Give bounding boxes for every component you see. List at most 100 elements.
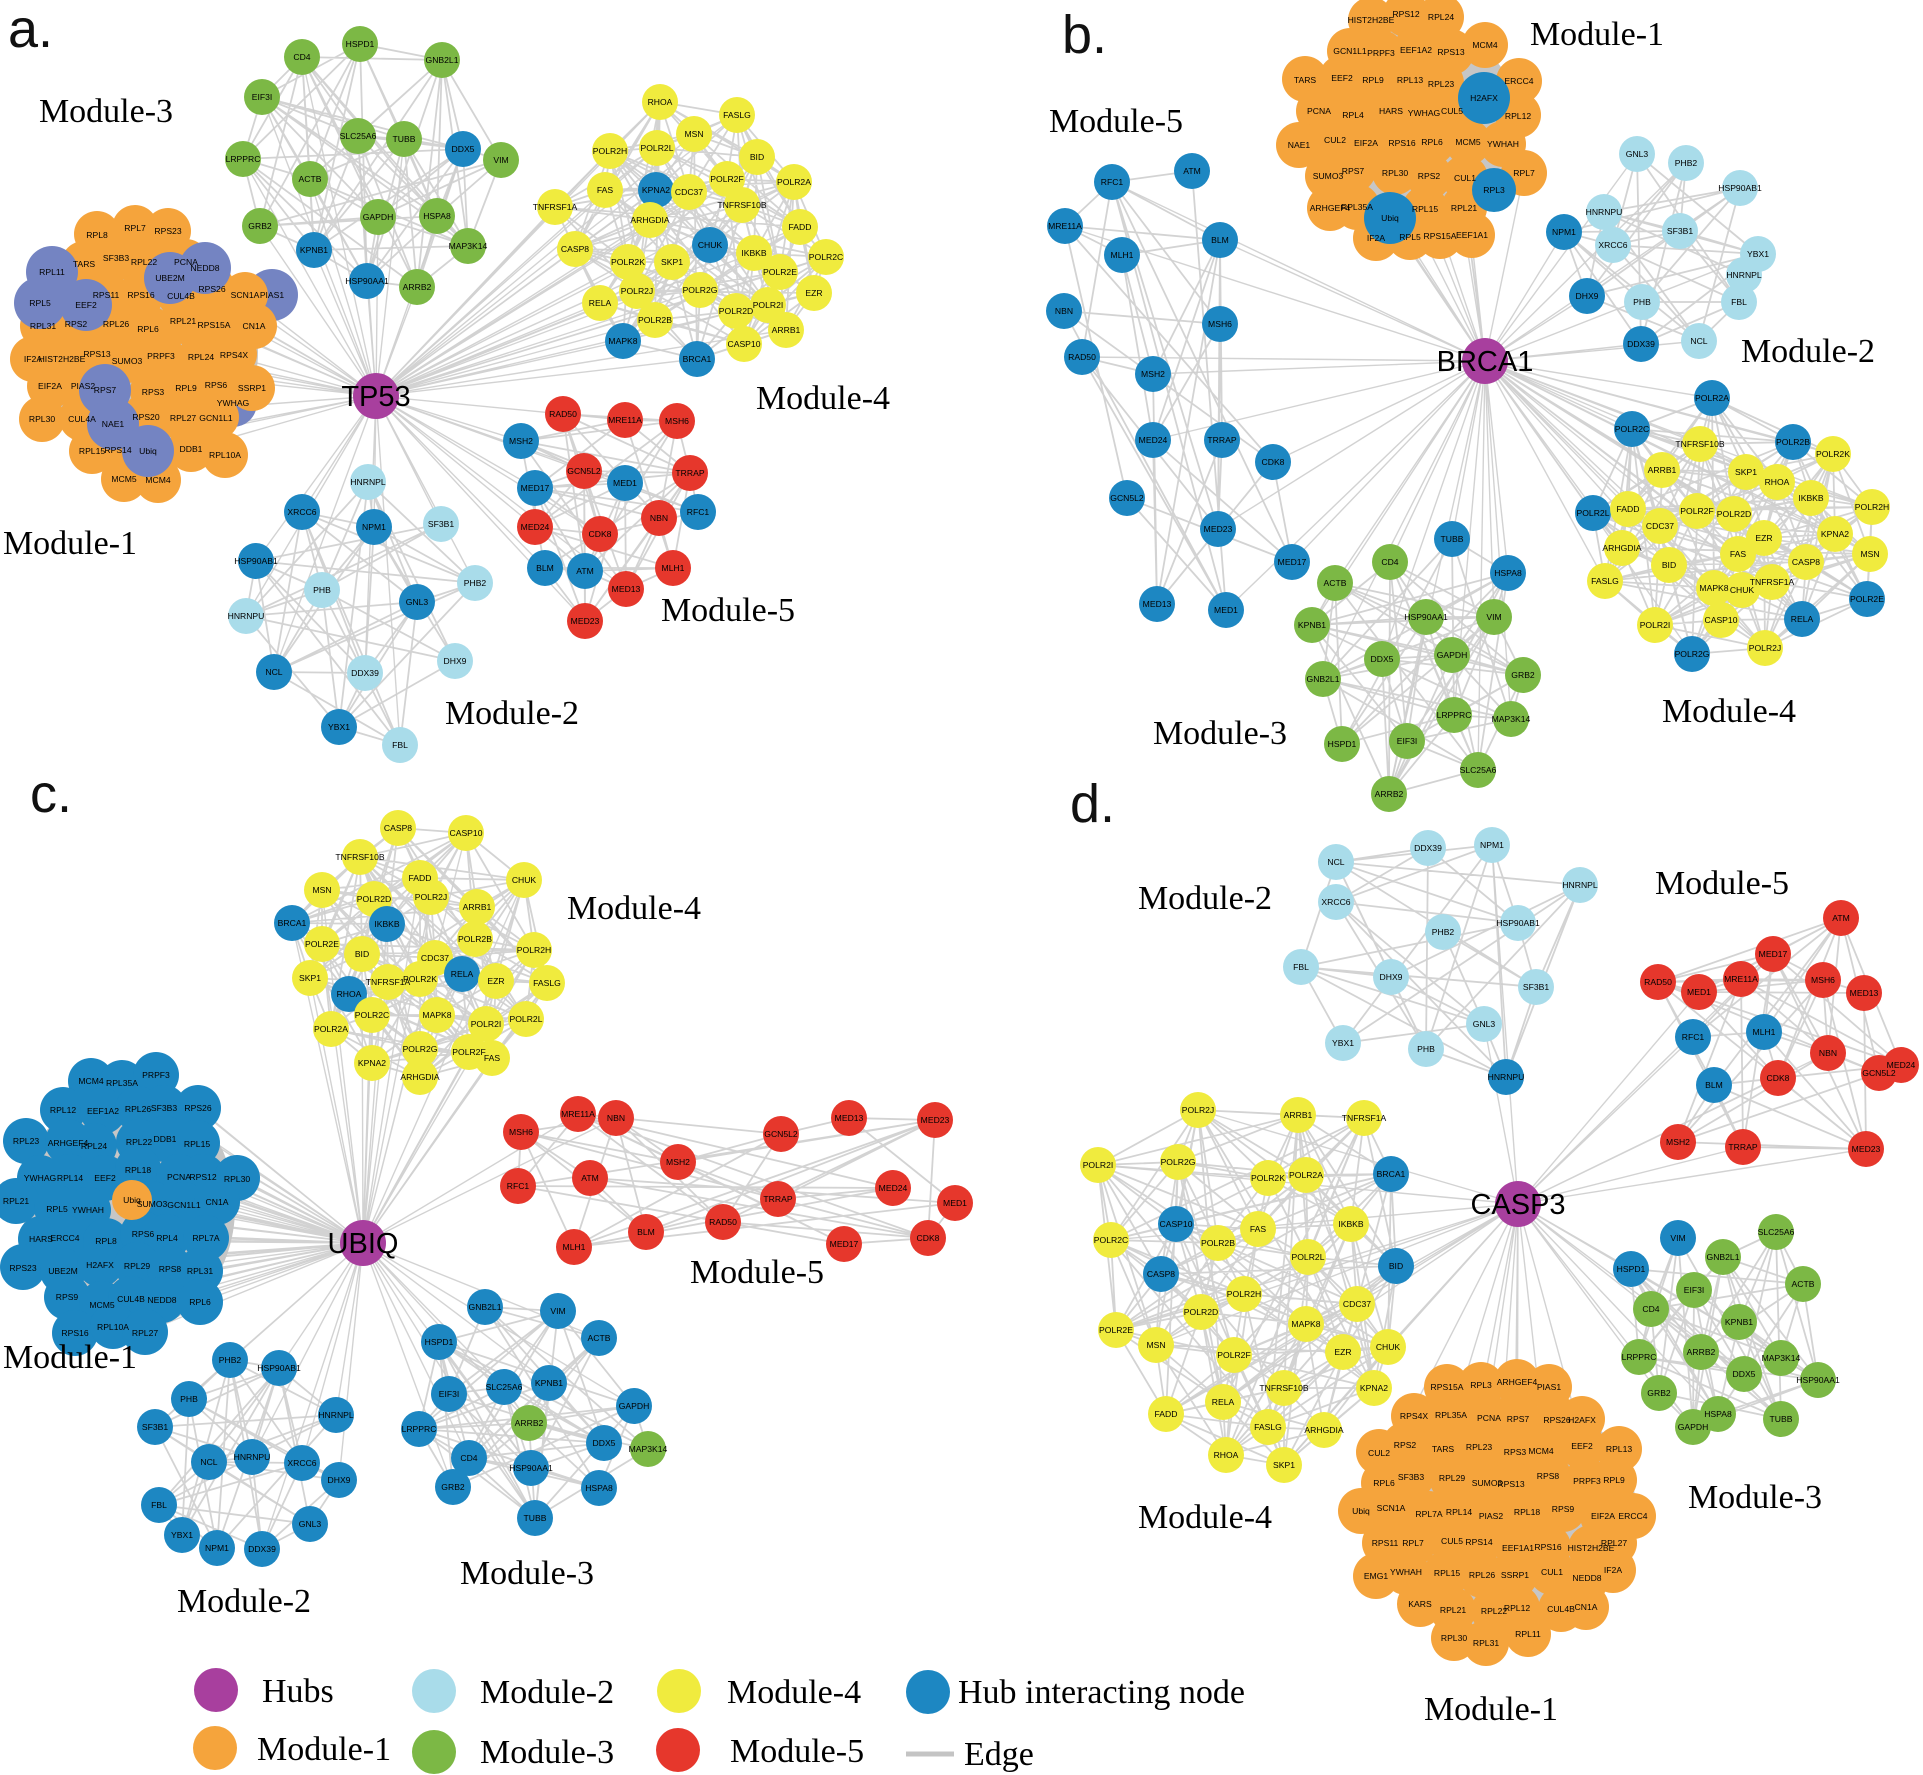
svg-text:RPS3: RPS3 <box>1504 1447 1527 1457</box>
svg-text:MED17: MED17 <box>521 483 550 493</box>
svg-text:CHUK: CHUK <box>698 240 723 250</box>
svg-text:POLR2K: POLR2K <box>403 974 437 984</box>
svg-text:POLR2A: POLR2A <box>777 177 811 187</box>
svg-text:RPL29: RPL29 <box>124 1261 150 1271</box>
svg-text:BID: BID <box>1662 560 1676 570</box>
svg-text:RPL6: RPL6 <box>1373 1478 1395 1488</box>
svg-text:TRRAP: TRRAP <box>763 1194 792 1204</box>
svg-text:IKBKB: IKBKB <box>741 248 767 258</box>
svg-text:XRCC6: XRCC6 <box>1321 897 1350 907</box>
svg-text:CHUK: CHUK <box>1376 1342 1401 1352</box>
svg-text:POLR2C: POLR2C <box>355 1010 389 1020</box>
svg-text:PRPF3: PRPF3 <box>1573 1476 1601 1486</box>
svg-text:CASP8: CASP8 <box>1792 557 1820 567</box>
svg-text:RPS16: RPS16 <box>1534 1542 1561 1552</box>
svg-text:Module-2: Module-2 <box>177 1583 311 1620</box>
svg-text:HARS: HARS <box>29 1234 53 1244</box>
svg-text:HNRNPL: HNRNPL <box>318 1410 354 1420</box>
svg-text:NBN: NBN <box>1819 1048 1837 1058</box>
svg-text:SUMO3: SUMO3 <box>137 1199 168 1209</box>
svg-text:TNFRSF10B: TNFRSF10B <box>1259 1383 1308 1393</box>
svg-text:KPNA2: KPNA2 <box>642 185 670 195</box>
svg-text:MED13: MED13 <box>1143 599 1172 609</box>
svg-text:RPS11: RPS11 <box>1372 1538 1399 1548</box>
svg-text:TNFRSF1A: TNFRSF1A <box>1342 1113 1387 1123</box>
svg-text:POLR2J: POLR2J <box>1182 1105 1214 1115</box>
svg-text:XRCC6: XRCC6 <box>287 507 316 517</box>
svg-text:RPL21: RPL21 <box>170 316 196 326</box>
svg-text:CUL2: CUL2 <box>1368 1448 1390 1458</box>
svg-text:POLR2D: POLR2D <box>1717 509 1751 519</box>
svg-text:YBX1: YBX1 <box>1747 249 1769 259</box>
svg-text:POLR2C: POLR2C <box>1615 424 1649 434</box>
svg-text:POLR2C: POLR2C <box>809 252 843 262</box>
svg-text:CASP8: CASP8 <box>384 823 412 833</box>
svg-text:CHUK: CHUK <box>1730 585 1755 595</box>
svg-text:MSH6: MSH6 <box>1811 975 1835 985</box>
svg-text:MED23: MED23 <box>1204 524 1233 534</box>
svg-text:RPS26: RPS26 <box>184 1103 211 1113</box>
svg-text:ARRB2: ARRB2 <box>403 282 432 292</box>
svg-text:PHB2: PHB2 <box>1675 158 1698 168</box>
svg-text:LRPPRC: LRPPRC <box>1437 710 1472 720</box>
svg-text:RPL18: RPL18 <box>125 1165 151 1175</box>
svg-text:TNFRSF1A: TNFRSF1A <box>1750 577 1795 587</box>
svg-text:RPS15A: RPS15A <box>198 320 231 330</box>
svg-text:MLH1: MLH1 <box>1753 1027 1776 1037</box>
svg-text:POLR2H: POLR2H <box>517 945 551 955</box>
svg-text:GCN5L2: GCN5L2 <box>1110 493 1144 503</box>
svg-text:NCL: NCL <box>1327 857 1344 867</box>
svg-text:PIAS1: PIAS1 <box>260 290 285 300</box>
svg-text:MAP3K14: MAP3K14 <box>1492 714 1531 724</box>
svg-text:TNFRSF10B: TNFRSF10B <box>1675 439 1724 449</box>
svg-text:CN1A: CN1A <box>243 321 266 331</box>
svg-text:RPL35A: RPL35A <box>1435 1410 1467 1420</box>
svg-text:NPM1: NPM1 <box>205 1543 229 1553</box>
svg-text:ATM: ATM <box>581 1173 599 1183</box>
svg-text:PHB: PHB <box>313 585 331 595</box>
svg-text:Module-4: Module-4 <box>727 1674 861 1711</box>
svg-text:RPL11: RPL11 <box>1515 1629 1541 1639</box>
svg-text:POLR2G: POLR2G <box>403 1044 438 1054</box>
svg-text:CN1A: CN1A <box>1575 1602 1598 1612</box>
svg-text:EMG1: EMG1 <box>1364 1571 1389 1581</box>
svg-text:MED17: MED17 <box>1278 557 1307 567</box>
svg-text:HNRNPL: HNRNPL <box>1726 270 1762 280</box>
svg-text:ARRB2: ARRB2 <box>515 1418 544 1428</box>
svg-text:ATM: ATM <box>576 566 594 576</box>
svg-text:RPL9: RPL9 <box>175 383 197 393</box>
svg-text:RPL26: RPL26 <box>1469 1570 1495 1580</box>
svg-text:TARS: TARS <box>1432 1444 1455 1454</box>
svg-text:XRCC6: XRCC6 <box>287 1458 316 1468</box>
svg-text:DHX9: DHX9 <box>444 656 467 666</box>
svg-text:MSH6: MSH6 <box>665 416 689 426</box>
svg-text:ARRB2: ARRB2 <box>1687 1347 1716 1357</box>
svg-text:RPS16: RPS16 <box>61 1328 88 1338</box>
svg-text:KPNB1: KPNB1 <box>1298 620 1326 630</box>
svg-text:MAPK8: MAPK8 <box>1291 1319 1320 1329</box>
svg-text:RPS26: RPS26 <box>198 284 225 294</box>
svg-text:HSPA8: HSPA8 <box>585 1483 613 1493</box>
svg-text:RPL7: RPL7 <box>124 223 146 233</box>
svg-text:BLM: BLM <box>1705 1080 1723 1090</box>
svg-text:HSPD1: HSPD1 <box>1617 1264 1646 1274</box>
svg-text:ATM: ATM <box>1832 913 1850 923</box>
svg-text:RPL9: RPL9 <box>1603 1475 1625 1485</box>
svg-text:ARHGDIA: ARHGDIA <box>1602 543 1641 553</box>
svg-text:Module-5: Module-5 <box>690 1254 824 1291</box>
svg-text:CUL4B: CUL4B <box>1547 1604 1575 1614</box>
svg-text:VIM: VIM <box>493 155 508 165</box>
svg-text:MRE11A: MRE11A <box>1724 974 1758 984</box>
svg-text:ARHGDIA: ARHGDIA <box>400 1072 439 1082</box>
svg-text:ACTB: ACTB <box>299 174 322 184</box>
svg-text:ARHGEF4: ARHGEF4 <box>48 1138 89 1148</box>
svg-text:MCM4: MCM4 <box>1528 1446 1554 1456</box>
svg-text:Module-5: Module-5 <box>661 592 795 629</box>
svg-text:CUL1: CUL1 <box>1454 173 1476 183</box>
svg-text:RPL15: RPL15 <box>1412 204 1438 214</box>
svg-text:KARS: KARS <box>1408 1599 1432 1609</box>
svg-text:SUMO3: SUMO3 <box>112 356 143 366</box>
svg-text:POLR2F: POLR2F <box>710 174 743 184</box>
svg-text:DDX5: DDX5 <box>1733 1369 1756 1379</box>
svg-text:CASP10: CASP10 <box>1160 1219 1193 1229</box>
